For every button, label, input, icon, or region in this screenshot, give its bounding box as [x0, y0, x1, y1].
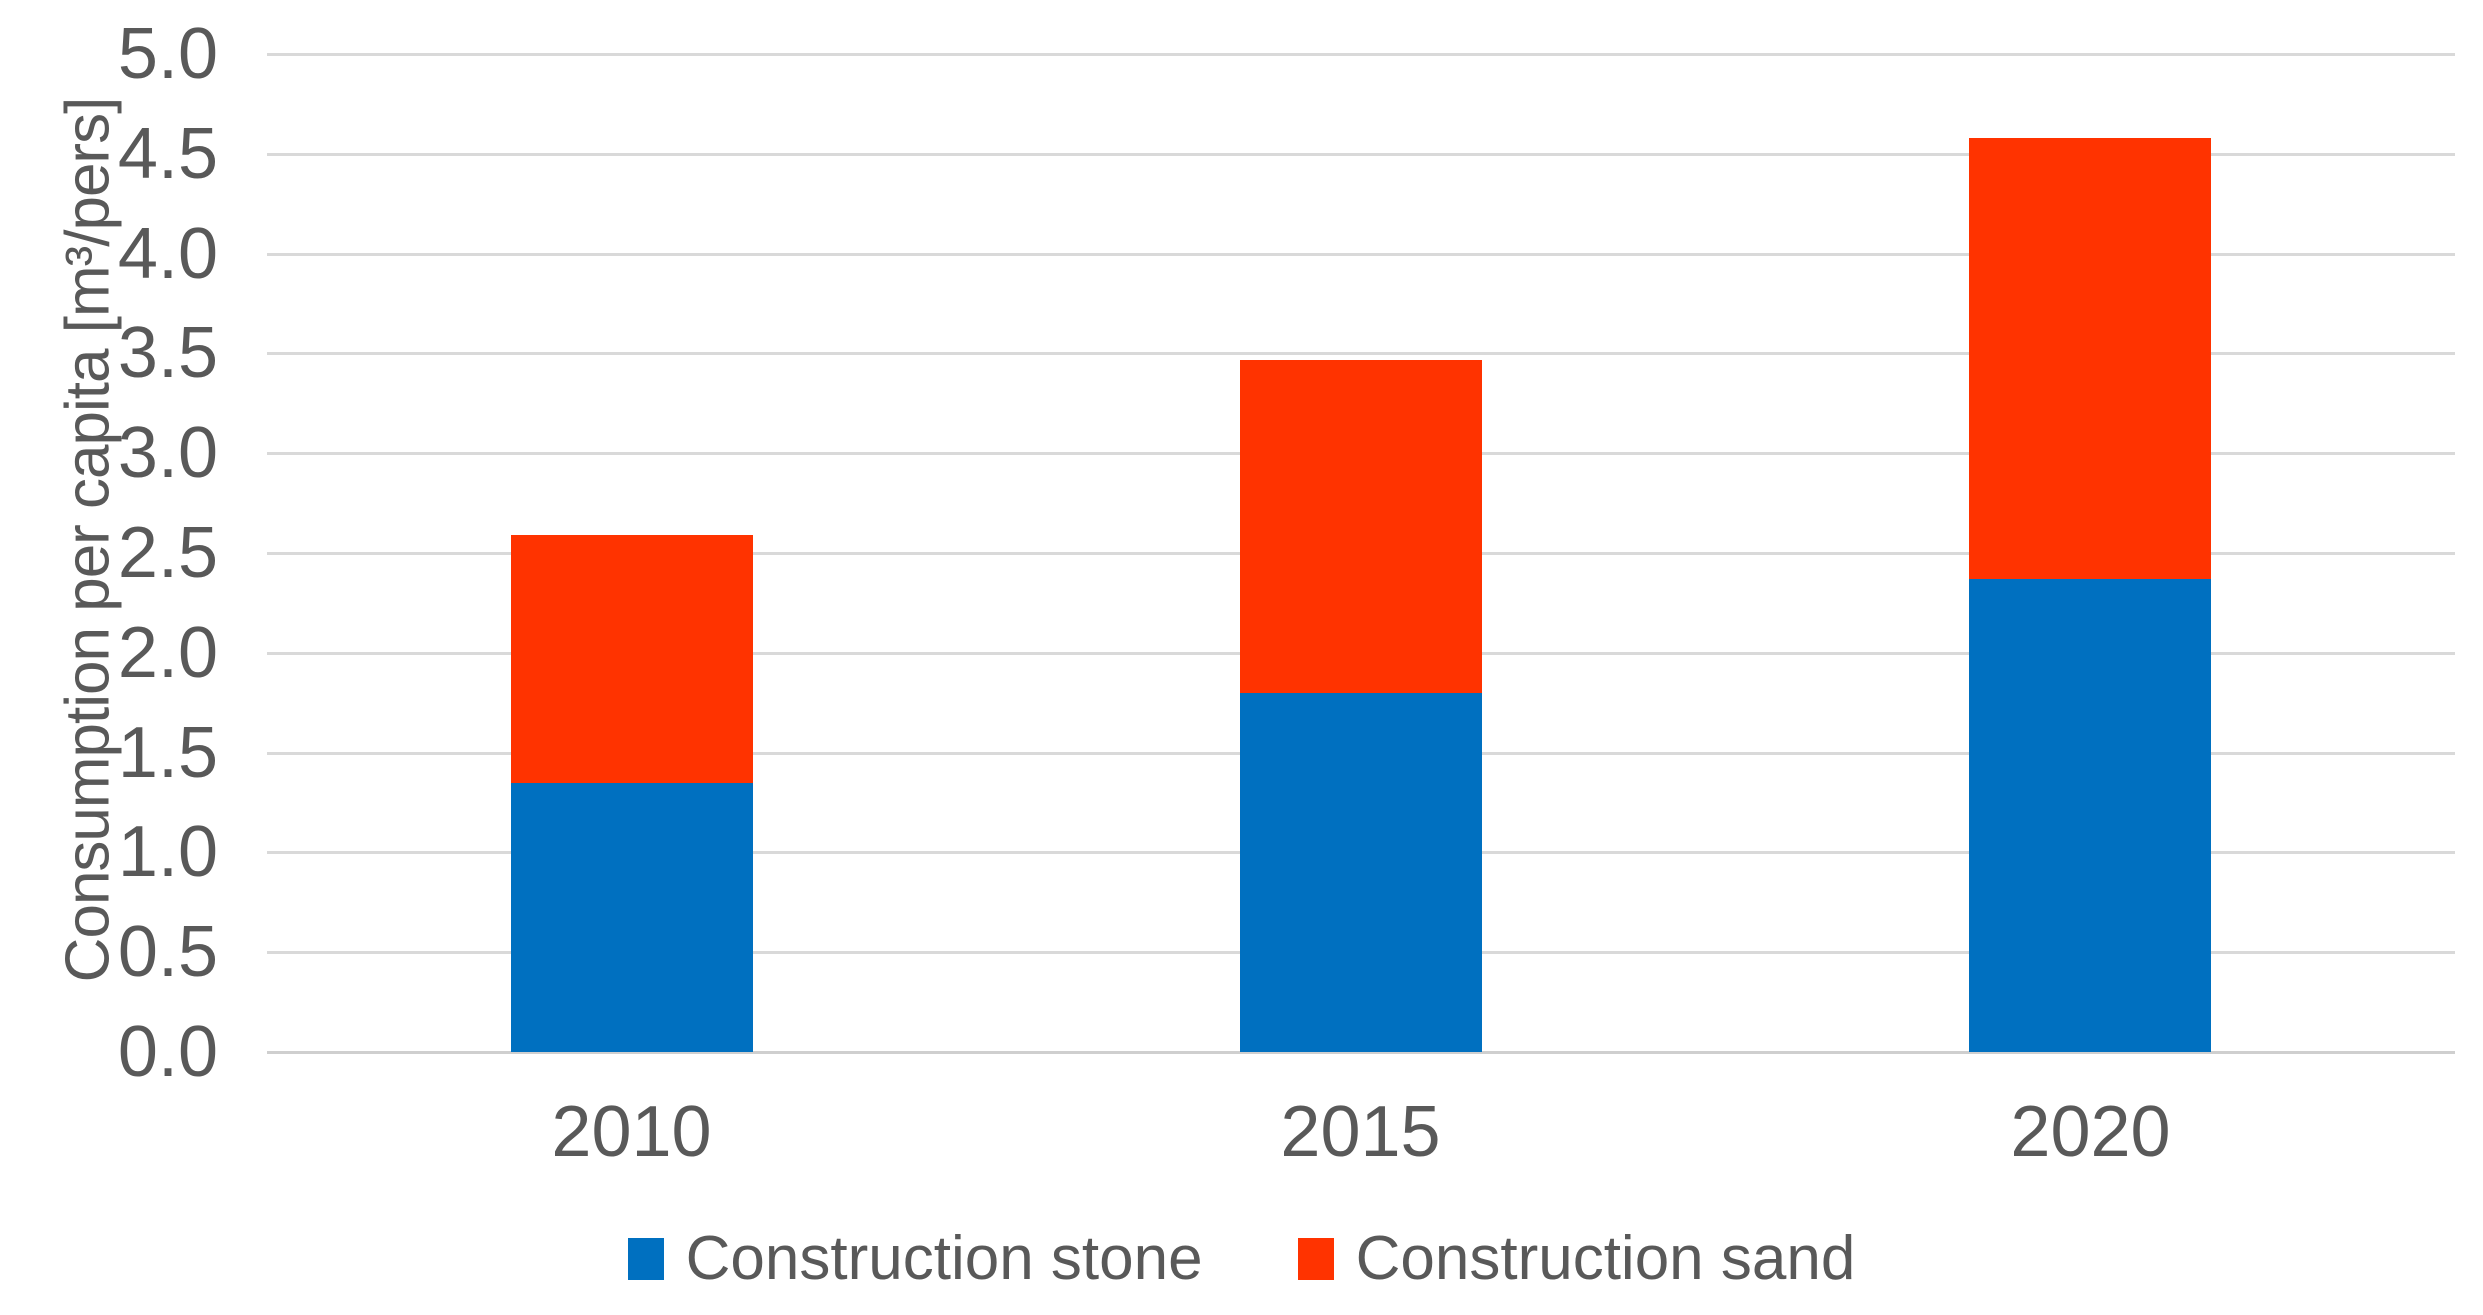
plot-area: [267, 53, 2455, 1054]
bar-group-2015: [1240, 54, 1482, 1052]
bar-segment-2020-construction-sand: [1969, 138, 2211, 579]
legend-marker-icon: [1297, 1238, 1334, 1280]
bar-segment-2015-construction-sand: [1240, 360, 1482, 693]
y-tick-label: 1.0: [117, 812, 218, 892]
y-tick-label: 0.0: [117, 1012, 218, 1092]
y-tick-label: 0.5: [117, 912, 218, 992]
y-tick-label: 3.0: [117, 413, 218, 493]
x-tick-label-2015: 2015: [1280, 1092, 1441, 1172]
y-tick-label: 4.5: [117, 114, 218, 194]
bar-segment-2010-construction-stone: [511, 783, 753, 1052]
legend-item-construction-sand: Construction sand: [1297, 1224, 1856, 1293]
gridline: [267, 153, 2455, 156]
bar-segment-2010-construction-sand: [511, 535, 753, 783]
gridline: [267, 253, 2455, 256]
legend-marker-icon: [627, 1238, 664, 1280]
y-tick-label: 1.5: [117, 713, 218, 793]
y-tick-label: 4.0: [117, 214, 218, 294]
y-tick-label: 2.5: [117, 513, 218, 593]
y-tick-label: 2.0: [117, 613, 218, 693]
gridline: [267, 53, 2455, 56]
bar-group-2010: [511, 54, 753, 1052]
bar-segment-2020-construction-stone: [1969, 579, 2211, 1052]
bar-group-2020: [1969, 54, 2211, 1052]
legend-label: Construction stone: [685, 1224, 1203, 1293]
x-axis-baseline: [267, 1051, 2455, 1054]
y-tick-label: 3.5: [117, 313, 218, 393]
x-tick-label-2010: 2010: [551, 1092, 712, 1172]
legend-label: Construction sand: [1355, 1224, 1856, 1293]
y-tick-label: 5.0: [117, 14, 218, 94]
legend: Construction stone Construction sand: [0, 1226, 2483, 1292]
bar-segment-2015-construction-stone: [1240, 693, 1482, 1052]
legend-item-construction-stone: Construction stone: [627, 1224, 1203, 1293]
gridline: [267, 352, 2455, 355]
x-tick-label-2020: 2020: [2010, 1092, 2171, 1172]
